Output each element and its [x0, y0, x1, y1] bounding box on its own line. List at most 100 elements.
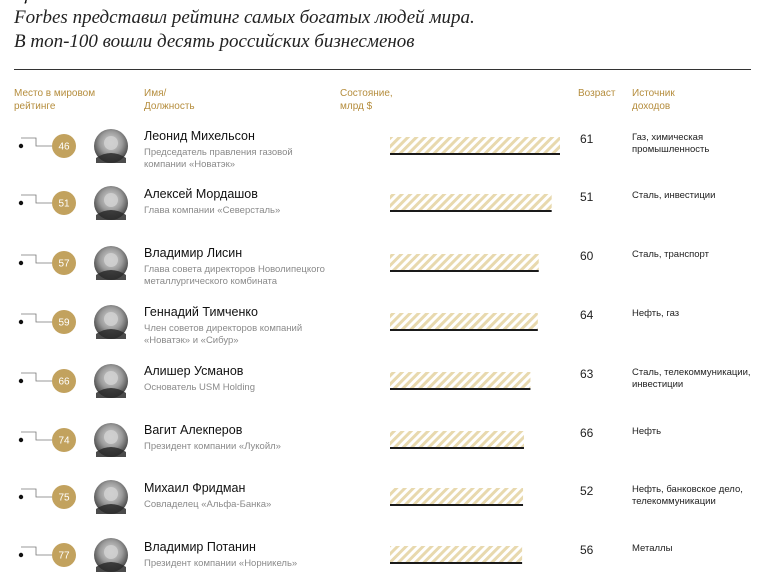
value-label: 14,5: [0, 0, 40, 5]
person-role: Член советов директоров компаний «Новатэ…: [144, 323, 303, 346]
wealth-bar: [390, 313, 538, 329]
header-source: Источник доходов: [632, 87, 675, 113]
avatar-photo: [94, 364, 128, 398]
person-name: Владимир Лисин: [144, 246, 243, 260]
income-source: Сталь, транспорт: [632, 249, 709, 260]
chart-rows: 46 18,4 51 17,5 57 16,1 59 16,0 66 15,2 74 14,5 75 14…: [0, 0, 560, 572]
header-name: Имя/ Должность: [144, 87, 195, 113]
connector-dot: [18, 200, 24, 206]
income-source: Металлы: [632, 543, 673, 554]
connector-dot: [18, 319, 24, 325]
header-wealth-line-1: Состояние,: [340, 88, 393, 99]
bar-baseline: [390, 562, 523, 564]
income-source: Нефть: [632, 426, 662, 437]
person-age: 61: [580, 132, 594, 146]
rank-circle: [52, 485, 76, 509]
rank-circle: [52, 428, 76, 452]
connector-line: [21, 194, 52, 204]
person-name: Геннадий Тимченко: [144, 305, 258, 319]
value-label: 14,3: [0, 0, 40, 5]
wealth-bar: [390, 372, 531, 388]
rank-circle: [52, 543, 76, 567]
page-title: Forbes представил рейтинг самых богатых …: [14, 6, 754, 54]
wealth-bar: [390, 431, 524, 447]
value-label: 17,5: [0, 0, 40, 5]
bar-baseline: [390, 210, 552, 212]
avatar-photo: [94, 538, 128, 572]
rank-label: 66: [58, 377, 70, 388]
person-name: Алишер Усманов: [144, 364, 244, 378]
person-3: Геннадий Тимченко Член советов директоров…: [144, 305, 334, 347]
person-5: Вагит Алекперов Президент компании «Лукой…: [144, 423, 334, 453]
rank-label: 57: [58, 259, 70, 270]
value-label: 16,1: [0, 0, 40, 5]
rank-label: 75: [58, 493, 70, 504]
value-label: 18,4: [0, 0, 40, 5]
header-source-line-1: Источник: [632, 88, 675, 99]
person-age: 60: [580, 249, 594, 263]
income-source: Нефть, газ: [632, 308, 680, 319]
connector-dot: [18, 378, 24, 384]
person-name: Леонид Михельсон: [144, 129, 255, 143]
person-6: Михаил Фридман Совладелец «Альфа-Банка»: [144, 481, 334, 511]
value-label: 16,0: [0, 0, 40, 5]
title-line-2: В топ-100 вошли десять российских бизнес…: [14, 31, 415, 52]
header-rank: Место в мировом рейтинге: [14, 87, 95, 113]
bar-baseline: [390, 270, 539, 272]
bar-baseline: [390, 329, 538, 331]
rank-circle: [52, 251, 76, 275]
person-7: Владимир Потанин Президент компании «Норн…: [144, 540, 334, 570]
person-name: Владимир Потанин: [144, 540, 256, 554]
header-age-line-1: Возраст: [578, 88, 616, 99]
value-label: 15,2: [0, 0, 40, 5]
person-age: 52: [580, 484, 594, 498]
header-wealth-line-2: млрд $: [340, 101, 373, 112]
avatar-photo: [94, 305, 128, 339]
rank-label: 59: [58, 318, 70, 329]
wealth-bar: [390, 488, 524, 504]
header-name-line-1: Имя/: [144, 88, 167, 99]
chart-row: 77 14,3: [0, 0, 523, 572]
wealth-bar: [390, 254, 539, 270]
chart-row: 66 15,2: [0, 0, 531, 398]
income-source: Сталь, инвестиции: [632, 190, 716, 201]
wealth-bar: [390, 546, 523, 562]
title-rule: [14, 69, 751, 70]
person-age: 56: [580, 543, 594, 557]
person-1: Алексей Мордашов Глава компании «Северста…: [144, 187, 334, 217]
connector-line: [21, 372, 52, 382]
avatar-photo: [94, 246, 128, 280]
connector-dot: [18, 494, 24, 500]
avatar-photo: [94, 129, 128, 163]
avatar-photo: [94, 480, 128, 514]
rank-connectors: [18, 137, 52, 558]
connector-dot: [18, 260, 24, 266]
rank-circle: [52, 310, 76, 334]
connector-line: [21, 431, 52, 441]
person-role: Совладелец «Альфа-Банка»: [144, 499, 272, 510]
header-name-line-2: Должность: [144, 101, 195, 112]
rank-label: 74: [58, 436, 70, 447]
person-role: Глава совета директоров Новолипецкого ме…: [144, 264, 325, 287]
connector-line: [21, 137, 52, 147]
chart-row: 59 16,0: [0, 0, 538, 339]
person-4: Алишер Усманов Основатель USM Holding: [144, 364, 334, 394]
person-role: Президент компании «Норникель»: [144, 558, 298, 569]
connector-line: [21, 313, 52, 323]
chart-row: 74 14,5: [0, 0, 524, 457]
connector-dot: [18, 437, 24, 443]
income-source: Газ, химическая промышленность: [632, 132, 710, 155]
header-wealth: Состояние, млрд $: [340, 87, 393, 113]
person-name: Алексей Мордашов: [144, 187, 258, 201]
chart-row: 51 17,5: [0, 0, 552, 220]
chart-row: 57 16,1: [0, 0, 539, 280]
header-age: Возраст: [578, 87, 615, 100]
income-source: Сталь, телекоммуникации, инвестиции: [632, 367, 751, 390]
avatar-photo: [94, 423, 128, 457]
connector-dot: [18, 143, 24, 149]
avatar-photo: [94, 186, 128, 220]
person-name: Вагит Алекперов: [144, 423, 243, 437]
person-role: Основатель USM Holding: [144, 382, 255, 393]
person-role: Председатель правления газовой компании …: [144, 147, 293, 170]
person-2: Владимир Лисин Глава совета директоров Но…: [144, 246, 334, 288]
